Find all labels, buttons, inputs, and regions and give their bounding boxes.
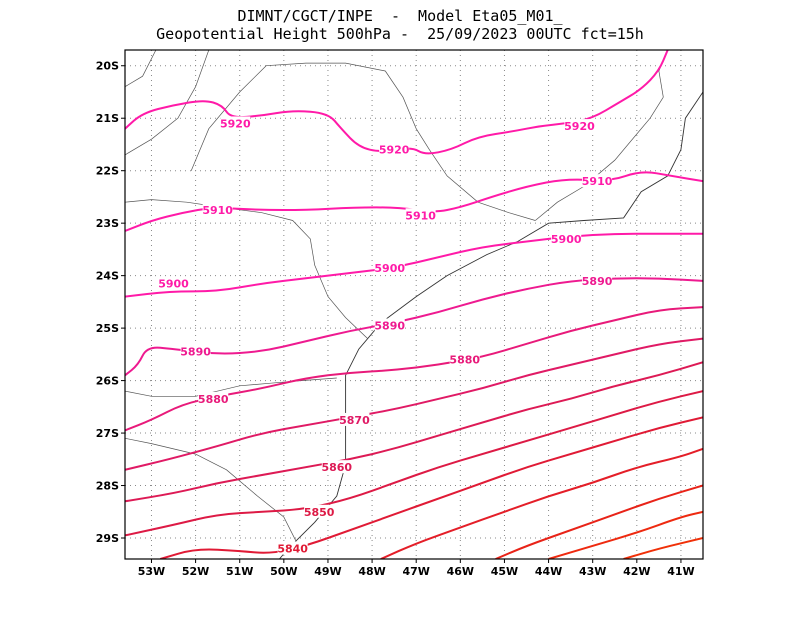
lon-tick-label: 53W	[138, 565, 165, 578]
lon-tick-label: 46W	[447, 565, 474, 578]
state-border	[125, 50, 157, 88]
contour-label: 5840	[277, 543, 308, 556]
graticule	[125, 50, 703, 559]
contour-label: 5900	[551, 233, 582, 246]
contour-label-bg	[321, 460, 352, 474]
contour-line	[495, 484, 703, 559]
state-border	[535, 97, 664, 221]
contour-label-bg	[379, 142, 410, 156]
contour-label-bg	[158, 276, 189, 290]
coastline	[279, 91, 703, 559]
contour-line	[125, 390, 703, 537]
contour-label-bg	[180, 344, 211, 358]
contour-label-bg	[582, 273, 613, 287]
contour-label: 5920	[564, 120, 595, 133]
lon-tick-label: 51W	[226, 565, 253, 578]
state-border	[125, 437, 298, 544]
contour-label-bg	[339, 412, 370, 426]
lon-tick-label: 48W	[358, 565, 385, 578]
state-border	[125, 199, 368, 339]
contour-line	[125, 337, 703, 471]
contour-label-bg	[582, 174, 613, 188]
contour-label-bg	[405, 208, 436, 222]
contour-label: 5890	[374, 319, 405, 332]
map-frame	[124, 49, 704, 560]
lon-tick-label: 49W	[314, 565, 341, 578]
contour-label-bg	[449, 352, 480, 366]
contour-label-bg	[374, 318, 405, 332]
contour-label: 5910	[405, 209, 436, 222]
contour-label-bg	[202, 203, 233, 217]
contour-label: 5900	[158, 278, 189, 291]
contour-label: 5910	[582, 175, 613, 188]
contour-line	[125, 232, 703, 298]
lon-tick-label: 52W	[182, 565, 209, 578]
contour-label: 5890	[582, 275, 613, 288]
lat-tick-label: 23S	[96, 217, 119, 230]
contour-label: 5920	[379, 144, 410, 157]
lat-tick-label: 20S	[96, 60, 119, 73]
contour-line	[160, 416, 703, 559]
lon-tick-label: 44W	[535, 565, 562, 578]
lat-tick-label: 28S	[96, 480, 119, 493]
contour-labels: 5920 5920 5920 5910 5910 5910 5900 5900 5900 5890…	[158, 116, 613, 556]
lon-tick-label: 47W	[402, 565, 429, 578]
state-border	[125, 377, 337, 397]
contour-line	[125, 306, 703, 432]
contour-label-bg	[374, 260, 405, 274]
map-title-line-2: Geopotential Height 500hPa - 25/09/2023 …	[156, 25, 644, 43]
contour-label-bg	[551, 231, 582, 245]
contour-label: 5880	[449, 354, 480, 367]
lat-tick-label: 29S	[96, 532, 119, 545]
lat-tick-label: 25S	[96, 322, 119, 335]
contour-line	[125, 50, 669, 155]
lon-tick-label: 50W	[270, 565, 297, 578]
political-boundaries	[125, 50, 703, 559]
contour-label-bg	[198, 391, 229, 405]
map-title-line-1: DIMNT/CGCT/INPE - Model Eta05_M01_	[237, 7, 563, 25]
state-border	[125, 50, 210, 156]
contour-label: 5860	[321, 461, 352, 474]
contour-line	[125, 361, 703, 503]
contour-line	[623, 537, 703, 559]
contour-label: 5910	[202, 204, 233, 217]
lat-tick-label: 27S	[96, 427, 119, 440]
contour-label: 5900	[374, 262, 405, 275]
state-border	[658, 50, 669, 98]
axis-labels: 20S 21S 22S 23S 24S 25S 26S 27S 28S 29S 53W 52W 51W 5…	[96, 60, 695, 578]
contour-label: 5920	[220, 117, 251, 130]
contour-label: 5890	[180, 346, 211, 359]
contour-label: 5870	[339, 414, 370, 427]
contour-label-bg	[220, 116, 251, 130]
contour-line	[548, 510, 703, 559]
lon-tick-label: 42W	[623, 565, 650, 578]
contour-line	[380, 447, 703, 559]
lat-tick-label: 26S	[96, 375, 119, 388]
contour-label: 5880	[198, 393, 229, 406]
contour-label-bg	[564, 119, 595, 133]
contour-label-bg	[277, 541, 308, 555]
contour-line	[125, 277, 703, 377]
state-border	[190, 62, 536, 221]
lon-tick-label: 43W	[579, 565, 606, 578]
lon-tick-label: 45W	[491, 565, 518, 578]
lat-tick-label: 21S	[96, 112, 119, 125]
lat-tick-label: 22S	[96, 165, 119, 178]
lat-tick-label: 24S	[96, 270, 119, 283]
contour-label: 5850	[304, 506, 335, 519]
lon-tick-label: 41W	[667, 565, 694, 578]
geopotential-contours	[125, 50, 703, 559]
contour-label-bg	[304, 504, 335, 518]
